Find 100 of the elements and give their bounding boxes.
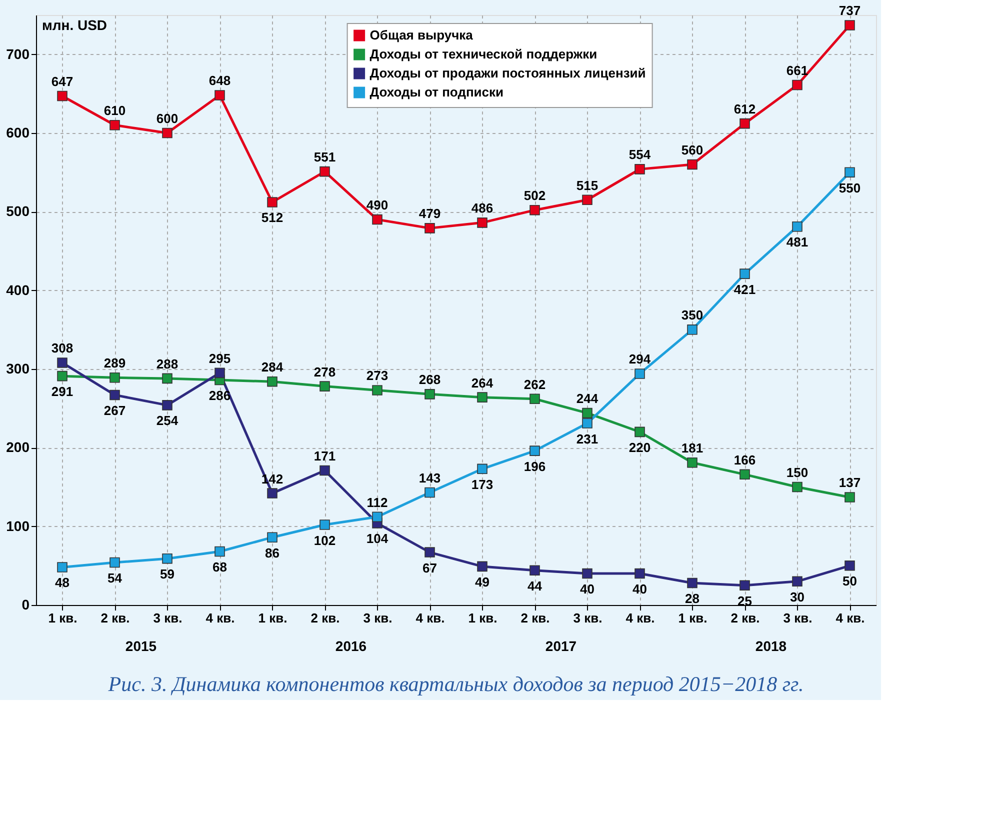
point (477, 392, 488, 402)
x-tick-label: 2 кв. (520, 610, 550, 626)
data-label: 28 (685, 590, 700, 606)
y-tick-label: 100 (6, 518, 30, 534)
x-tick-label: 4 кв. (416, 610, 445, 626)
data-label: 647 (51, 74, 74, 90)
point (477, 561, 488, 572)
x-tick-label: 4 кв. (206, 610, 235, 626)
point (110, 120, 120, 130)
data-label: 560 (681, 142, 704, 158)
point (424, 487, 435, 498)
legend-label: Доходы от подписки (370, 84, 504, 100)
point (844, 492, 855, 502)
data-label: 479 (418, 206, 441, 222)
point (162, 373, 172, 384)
point (530, 565, 540, 576)
y-tick-label: 400 (6, 282, 30, 298)
data-label: 181 (681, 440, 704, 456)
data-label: 254 (156, 413, 179, 428)
x-tick-label: 1 кв. (48, 610, 78, 626)
point (320, 166, 330, 177)
data-label: 143 (418, 470, 441, 486)
y-tick-label: 0 (22, 596, 30, 612)
x-tick-label: 2 кв. (310, 610, 340, 626)
data-label: 737 (838, 3, 861, 18)
data-label: 308 (51, 340, 74, 356)
data-label: 59 (160, 566, 174, 582)
point (162, 128, 172, 138)
point (267, 376, 278, 387)
point (372, 385, 382, 396)
point (740, 268, 750, 279)
point (477, 464, 488, 474)
data-label: 481 (786, 234, 808, 250)
point (634, 368, 645, 379)
data-label: 196 (524, 458, 546, 474)
point (267, 532, 278, 542)
point (792, 482, 802, 492)
data-label: 44 (528, 578, 543, 594)
point (634, 164, 645, 174)
data-label: 102 (314, 532, 336, 548)
x-tick-label: 3 кв. (153, 610, 182, 626)
data-label: 512 (261, 210, 284, 226)
point (844, 560, 855, 571)
point (582, 408, 592, 418)
point (372, 214, 382, 225)
point (110, 557, 120, 568)
point (792, 80, 802, 90)
point (687, 324, 698, 335)
y-tick-label: 200 (6, 439, 30, 456)
point (687, 159, 698, 170)
legend-label: Доходы от технической поддержки (370, 46, 598, 62)
legend-label: Общая выручка (370, 28, 474, 42)
y-tick-label: 700 (6, 46, 30, 62)
data-label: 421 (734, 282, 756, 297)
data-label: 550 (838, 180, 861, 196)
point (110, 372, 120, 383)
data-label: 150 (786, 465, 808, 480)
point (57, 90, 68, 102)
data-label: 137 (838, 475, 861, 490)
text: 2018 (755, 638, 787, 654)
data-label: 490 (366, 198, 388, 213)
data-label: 648 (208, 73, 231, 88)
point (214, 90, 225, 100)
data-label: 40 (580, 582, 594, 597)
data-label: 171 (314, 448, 336, 464)
point (162, 553, 172, 564)
y-tick-label: 500 (6, 203, 30, 220)
data-label: 486 (471, 200, 494, 216)
data-label: 68 (212, 560, 227, 575)
data-label: 268 (418, 372, 441, 388)
point (57, 562, 68, 572)
point (740, 118, 750, 129)
point (320, 520, 330, 530)
x-tick-label: 4 кв. (626, 610, 655, 626)
point (214, 368, 225, 378)
point (57, 358, 68, 368)
data-label: 661 (786, 63, 808, 78)
text: 2017 (545, 638, 577, 654)
data-label: 220 (628, 440, 651, 455)
point (530, 446, 540, 456)
data-label: 350 (681, 308, 704, 323)
point (214, 546, 225, 557)
data-label: 295 (208, 350, 231, 366)
x-tick-label: 3 кв. (363, 610, 392, 626)
data-label: 267 (104, 402, 126, 418)
data-label: 49 (475, 574, 490, 590)
data-label: 112 (366, 494, 388, 510)
x-tick-label: 3 кв. (783, 610, 812, 626)
text: 2015 (125, 638, 157, 654)
point (477, 218, 488, 228)
data-label: 104 (366, 531, 389, 546)
point (844, 20, 855, 30)
data-label: 54 (108, 570, 123, 586)
text: 2016 (335, 638, 367, 654)
point (320, 465, 330, 476)
data-label: 294 (628, 352, 652, 367)
data-label: 50 (842, 574, 857, 589)
data-label: 288 (156, 356, 178, 372)
point (634, 426, 645, 438)
point (582, 568, 592, 579)
